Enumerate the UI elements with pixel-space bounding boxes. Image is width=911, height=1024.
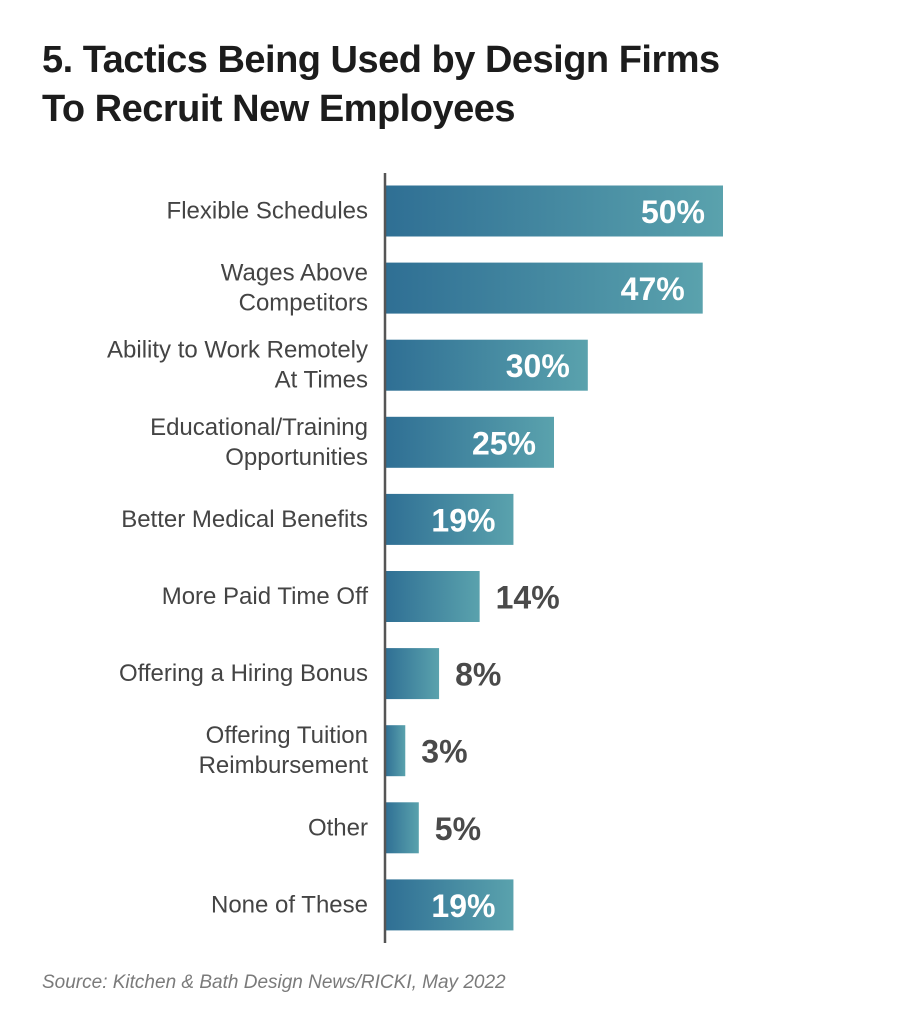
bar <box>385 339 588 391</box>
category-label: None of These <box>211 891 368 918</box>
bar <box>385 571 480 622</box>
value-label: 3% <box>421 734 467 770</box>
chart-title-line-2: To Recruit New Employees <box>42 88 515 130</box>
bar <box>385 725 406 777</box>
category-label: Offering a Hiring Bonus <box>119 660 368 687</box>
bar <box>385 802 419 854</box>
category-label: Better Medical Benefits <box>121 506 368 533</box>
category-label: Reimbursement <box>199 752 369 779</box>
category-label: Wages Above <box>221 260 368 287</box>
category-label: At Times <box>275 367 368 394</box>
category-label: Other <box>308 814 368 841</box>
value-label: 14% <box>496 580 560 616</box>
bar <box>385 493 514 545</box>
category-label: Ability to Work Remotely <box>107 337 368 364</box>
category-label: Educational/Training <box>150 414 368 441</box>
value-label: 50% <box>641 194 705 230</box>
bar <box>385 262 703 314</box>
source-note: Source: Kitchen & Bath Design News/RICKI… <box>42 972 506 993</box>
bar <box>385 648 440 700</box>
category-label: Competitors <box>239 290 368 317</box>
category-label: Opportunities <box>225 444 368 471</box>
category-label: More Paid Time Off <box>162 583 369 610</box>
bar <box>385 185 723 237</box>
category-label: Offering Tuition <box>206 722 368 749</box>
value-label: 19% <box>431 502 495 538</box>
bar <box>385 416 554 468</box>
value-label: 47% <box>621 271 685 307</box>
chart-title: 5. Tactics Being Used by Design Firms To… <box>42 36 882 134</box>
value-label: 5% <box>435 811 481 847</box>
value-label: 30% <box>506 348 570 384</box>
category-label: Flexible Schedules <box>167 198 368 225</box>
chart-title-line-1: 5. Tactics Being Used by Design Firms <box>42 39 720 81</box>
bar-chart: Flexible Schedules 50% Wages Above Competit… <box>107 173 723 943</box>
value-label: 8% <box>455 657 501 693</box>
bar <box>385 879 514 931</box>
value-label: 19% <box>431 888 495 924</box>
value-label: 25% <box>472 425 536 461</box>
